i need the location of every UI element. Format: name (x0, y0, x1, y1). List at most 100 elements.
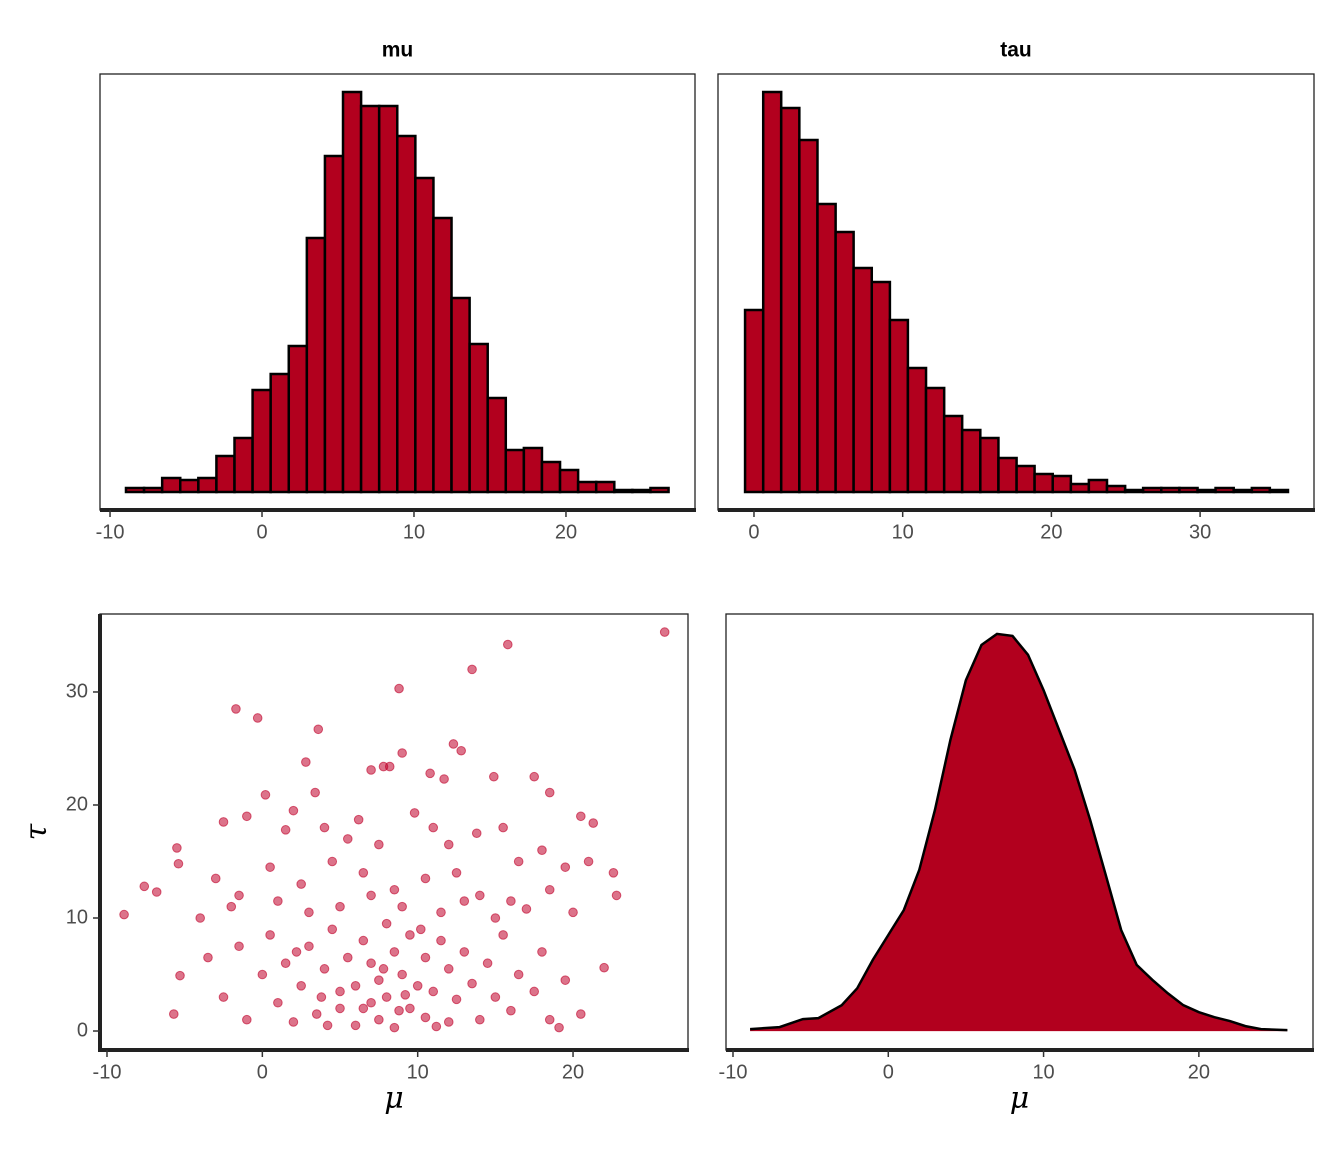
bar (1087, 478, 1109, 494)
bar (834, 230, 855, 494)
point (599, 962, 609, 973)
bar (540, 460, 562, 494)
point (568, 907, 578, 918)
point (358, 1003, 369, 1014)
y-tick-label: 10 (66, 906, 88, 928)
point (358, 867, 369, 878)
bar (341, 90, 363, 494)
point (319, 964, 330, 974)
point (394, 1005, 404, 1016)
bar (798, 138, 819, 494)
bar (576, 480, 598, 494)
bar (1069, 482, 1091, 494)
point (467, 664, 477, 675)
point (409, 808, 420, 818)
point (448, 739, 459, 749)
bar (124, 486, 146, 494)
point (498, 822, 508, 833)
point (451, 867, 462, 878)
point (502, 639, 513, 650)
point (425, 768, 435, 779)
point (304, 941, 314, 952)
bar (979, 436, 1000, 494)
bar (942, 414, 964, 494)
bar (1196, 488, 1217, 494)
point (560, 975, 571, 985)
bar (160, 476, 182, 494)
point (412, 981, 423, 991)
point (265, 930, 275, 940)
point (335, 1003, 345, 1014)
point (226, 901, 237, 912)
point (397, 969, 407, 980)
point (544, 884, 555, 895)
point (378, 964, 389, 974)
point (172, 843, 182, 853)
point (397, 748, 407, 758)
point (327, 856, 338, 867)
bar (414, 176, 435, 494)
bar (960, 428, 982, 494)
x-tick-label: 20 (1040, 521, 1062, 543)
y-tick-label: 0 (77, 1019, 88, 1041)
y-tick-label: 30 (66, 680, 88, 702)
point (296, 981, 306, 991)
bar (468, 342, 489, 494)
point (482, 958, 493, 969)
point (576, 811, 586, 822)
bar (269, 372, 291, 494)
point (234, 941, 244, 952)
x-tick-label: 10 (892, 521, 914, 543)
point (659, 627, 670, 637)
point (313, 724, 324, 735)
point (139, 881, 150, 892)
bar (323, 154, 345, 494)
bar (816, 202, 837, 494)
bar (997, 456, 1018, 494)
point (366, 997, 376, 1008)
point (210, 873, 221, 884)
panel-title: mu (382, 39, 414, 62)
point (443, 1017, 454, 1027)
x-tick-label: 0 (256, 521, 267, 543)
point (195, 913, 206, 923)
bar (396, 134, 417, 494)
bar (287, 344, 309, 494)
point (291, 947, 302, 957)
point (428, 986, 439, 997)
point (288, 1017, 299, 1027)
point (265, 862, 275, 872)
point (529, 986, 540, 997)
bar (197, 476, 218, 494)
point (366, 765, 376, 775)
point (467, 978, 477, 989)
bar (486, 396, 508, 494)
point (358, 935, 369, 946)
point (316, 992, 327, 1002)
bar (1250, 486, 1272, 494)
point (420, 952, 431, 963)
x-tick-label: -10 (719, 1061, 748, 1083)
point (588, 818, 599, 828)
point (475, 890, 485, 901)
point (280, 958, 291, 969)
point (151, 887, 162, 897)
x-tick-label: 20 (562, 1061, 584, 1083)
point (218, 992, 229, 1002)
bar (522, 446, 544, 494)
x-tick-label: 10 (407, 1061, 429, 1083)
point (431, 1021, 442, 1032)
y-axis-title: τ (19, 823, 54, 840)
point (168, 1009, 179, 1019)
bar (924, 386, 946, 494)
x-tick-label: 0 (883, 1061, 894, 1083)
point (490, 913, 501, 923)
y-tick-label: 20 (66, 793, 88, 815)
area-fill (750, 633, 1288, 1032)
point (459, 947, 470, 957)
point (389, 947, 400, 957)
x-axis-title: μ (1010, 1081, 1030, 1116)
bar (852, 266, 874, 494)
x-tick-label: 20 (555, 521, 577, 543)
